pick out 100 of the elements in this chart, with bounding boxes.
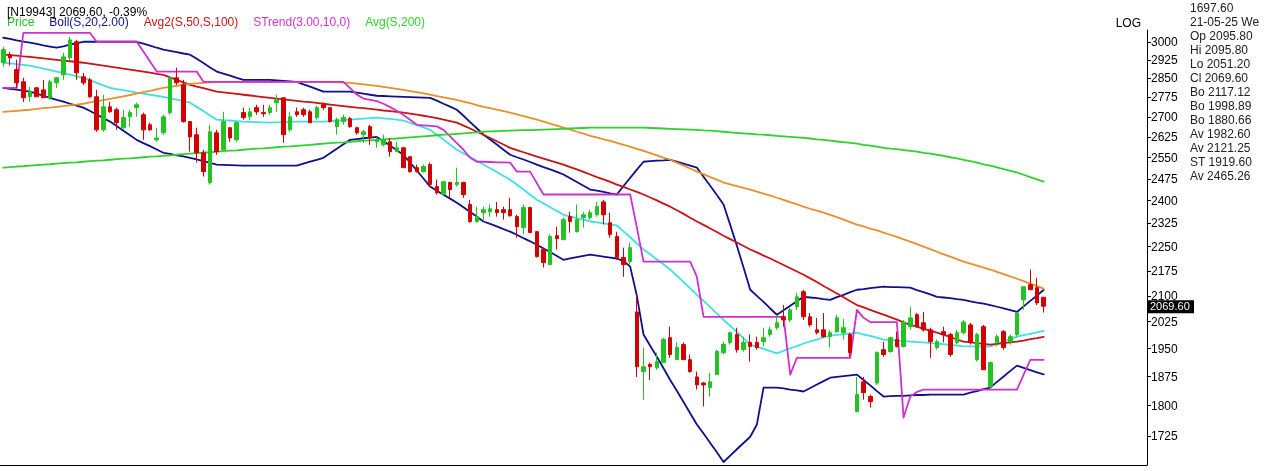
candlestick bbox=[988, 361, 993, 389]
candlestick bbox=[61, 52, 66, 81]
line-series bbox=[2, 31, 1045, 419]
candlestick bbox=[448, 181, 452, 199]
candlestick bbox=[1015, 311, 1019, 338]
candlestick bbox=[688, 353, 692, 374]
candlestick bbox=[174, 67, 179, 86]
candlestick bbox=[94, 89, 99, 133]
candlestick bbox=[995, 334, 999, 347]
candlestick bbox=[1008, 334, 1013, 346]
candlestick bbox=[1021, 286, 1026, 311]
candlestick bbox=[408, 156, 412, 173]
y-tick-label: 1725 bbox=[1151, 428, 1179, 443]
candlestick bbox=[581, 211, 586, 229]
candlestick bbox=[421, 164, 426, 173]
candlestick bbox=[901, 319, 906, 349]
candlestick bbox=[234, 121, 239, 143]
y-tick-label: 2625 bbox=[1151, 129, 1179, 144]
candlestick bbox=[535, 231, 539, 259]
candlestick bbox=[608, 212, 612, 239]
candlestick bbox=[848, 332, 852, 358]
candlestick bbox=[341, 114, 346, 126]
candlestick bbox=[521, 204, 526, 235]
candlestick bbox=[114, 107, 119, 131]
y-tick-label: 2325 bbox=[1151, 216, 1179, 231]
candlestick bbox=[981, 324, 986, 371]
candlestick bbox=[968, 322, 973, 346]
candlestick bbox=[254, 104, 259, 116]
candlestick bbox=[941, 326, 946, 343]
candlestick bbox=[975, 332, 979, 362]
candlestick bbox=[681, 341, 686, 361]
candlestick bbox=[508, 197, 512, 218]
candlestick bbox=[948, 332, 953, 358]
y-tick-label: 2550 bbox=[1151, 150, 1179, 165]
candlestick bbox=[541, 247, 546, 269]
candlestick bbox=[415, 164, 419, 173]
candlestick bbox=[515, 214, 519, 239]
candlestick bbox=[8, 51, 12, 67]
candlestick bbox=[555, 226, 559, 251]
candlestick bbox=[134, 102, 139, 118]
candlestick bbox=[468, 199, 472, 224]
text: Av 2465.26 bbox=[1190, 169, 1251, 183]
y-tick-label: 3000 bbox=[1151, 34, 1179, 49]
candlestick bbox=[361, 129, 366, 144]
candlestick bbox=[241, 107, 246, 121]
candlestick bbox=[761, 327, 766, 347]
line-series bbox=[2, 126, 1045, 183]
candlestick bbox=[208, 124, 212, 186]
candlestick bbox=[128, 109, 132, 128]
candlestick bbox=[141, 112, 146, 141]
candlestick bbox=[54, 76, 59, 89]
candlestick bbox=[875, 351, 879, 386]
candlestick bbox=[455, 167, 459, 188]
candlestick bbox=[721, 341, 726, 355]
y-tick-label: 2400 bbox=[1151, 193, 1179, 208]
candlestick bbox=[675, 341, 679, 361]
candlestick bbox=[641, 347, 646, 401]
candlestick bbox=[575, 204, 579, 234]
candlestick bbox=[388, 137, 392, 158]
candlestick bbox=[708, 372, 712, 398]
candlestick bbox=[755, 336, 759, 351]
text: Op 2095.80 bbox=[1190, 29, 1254, 43]
y-tick-label: 2175 bbox=[1151, 263, 1179, 278]
candlestick bbox=[568, 211, 572, 234]
candlestick bbox=[428, 162, 432, 188]
candlestick bbox=[795, 292, 799, 311]
candlestick bbox=[68, 36, 72, 61]
y-tick-label: 2025 bbox=[1151, 314, 1179, 329]
candlestick bbox=[228, 127, 232, 143]
candlestick bbox=[728, 331, 732, 346]
text: 1697.60 bbox=[1190, 1, 1234, 15]
candlestick bbox=[695, 371, 699, 391]
candlestick bbox=[188, 121, 192, 153]
text: Av 1982.60 bbox=[1190, 127, 1251, 141]
candlestick bbox=[214, 129, 219, 156]
candlestick bbox=[961, 319, 966, 335]
line-series bbox=[2, 36, 1045, 316]
candlestick bbox=[921, 311, 926, 333]
candlestick bbox=[441, 181, 446, 195]
candlestick bbox=[375, 136, 379, 149]
candlestick bbox=[955, 329, 959, 346]
candlestick bbox=[435, 179, 439, 195]
candlestick bbox=[801, 289, 806, 321]
candlestick bbox=[828, 329, 832, 349]
candlestick bbox=[28, 86, 32, 103]
candlestick bbox=[935, 339, 939, 351]
candlestick bbox=[855, 376, 859, 413]
candlestick bbox=[88, 77, 92, 99]
candlestick bbox=[1035, 277, 1039, 306]
candlestick bbox=[315, 105, 319, 121]
candlestick bbox=[861, 376, 866, 401]
candlestick bbox=[161, 114, 166, 136]
candlestick bbox=[288, 111, 292, 133]
candlestick bbox=[741, 336, 746, 353]
text: Avg2(S,50,S,100) bbox=[143, 15, 239, 29]
candlestick bbox=[34, 86, 39, 98]
candlestick bbox=[475, 206, 479, 224]
candlestick bbox=[775, 314, 779, 331]
candlestick bbox=[881, 341, 886, 358]
candlestick bbox=[841, 318, 846, 341]
